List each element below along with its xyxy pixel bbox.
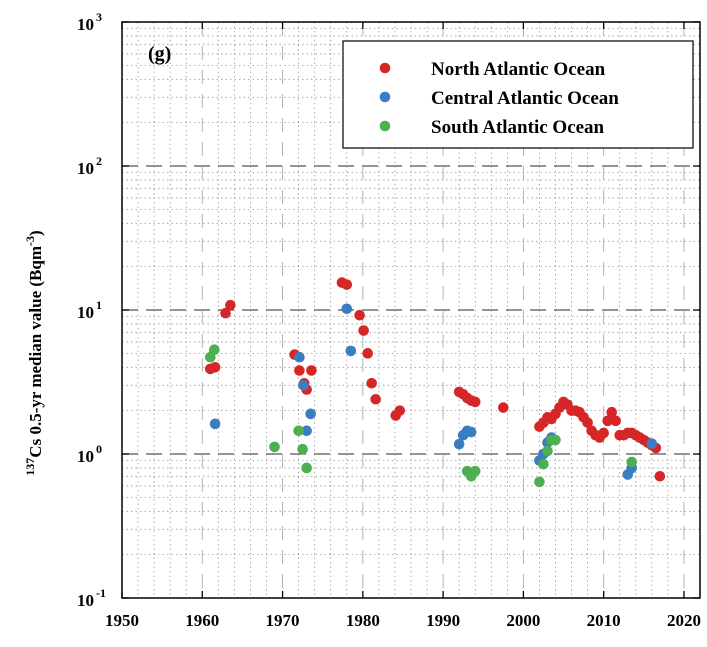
data-point-north-atlantic-ocean xyxy=(598,427,609,439)
legend-label-central-atlantic-ocean: Central Atlantic Ocean xyxy=(431,88,619,109)
data-point-central-atlantic-ocean xyxy=(301,425,312,437)
legend-label-north-atlantic-ocean: North Atlantic Ocean xyxy=(431,59,606,80)
data-point-north-atlantic-ocean xyxy=(469,396,481,408)
y-tick-label-exponent: 2 xyxy=(96,154,102,168)
y-tick-label-exponent: 1 xyxy=(96,298,102,312)
x-tick-label: 1980 xyxy=(346,611,380,630)
y-tick-label: 10 xyxy=(77,15,94,34)
x-tick-label: 2010 xyxy=(587,611,621,630)
y-tick-label: 10 xyxy=(77,447,94,466)
data-point-north-atlantic-ocean xyxy=(582,417,593,428)
legend: North Atlantic Ocean Central Atlantic Oce… xyxy=(342,40,694,149)
data-points xyxy=(205,277,666,488)
data-point-south-atlantic-ocean xyxy=(269,441,280,453)
data-point-north-atlantic-ocean xyxy=(358,325,369,336)
data-point-south-atlantic-ocean xyxy=(297,443,308,455)
data-point-central-atlantic-ocean xyxy=(453,438,465,450)
x-tick-label: 2000 xyxy=(506,611,540,630)
data-point-north-atlantic-ocean xyxy=(498,402,509,413)
data-point-north-atlantic-ocean xyxy=(654,471,666,482)
x-tick-labels: 1950 1960 1970 1980 1990 2000 2010 2020 xyxy=(105,611,701,630)
data-point-south-atlantic-ocean xyxy=(469,465,481,477)
data-point-south-atlantic-ocean xyxy=(550,434,561,446)
data-point-central-atlantic-ocean xyxy=(345,345,357,357)
data-point-south-atlantic-ocean xyxy=(538,458,549,470)
data-point-north-atlantic-ocean xyxy=(294,365,305,376)
data-point-north-atlantic-ocean xyxy=(366,377,377,389)
y-tick-label-exponent: 0 xyxy=(96,442,102,456)
x-tick-label: 1970 xyxy=(266,611,300,630)
y-axis-label: 137Cs 0.5-yr median value (Bqm-3) xyxy=(23,230,45,475)
y-tick-label-exponent: -1 xyxy=(96,586,106,600)
data-point-central-atlantic-ocean xyxy=(209,418,221,430)
x-tick-label: 1990 xyxy=(426,611,460,630)
data-point-north-atlantic-ocean xyxy=(394,405,406,416)
data-point-north-atlantic-ocean xyxy=(610,415,622,427)
data-point-north-atlantic-ocean xyxy=(354,309,365,321)
data-point-central-atlantic-ocean xyxy=(465,426,477,438)
data-point-central-atlantic-ocean xyxy=(646,438,658,449)
data-point-central-atlantic-ocean xyxy=(294,351,305,363)
legend-marker-south-atlantic-ocean xyxy=(379,120,391,132)
data-point-north-atlantic-ocean xyxy=(606,406,617,418)
y-axis-label-close: ) xyxy=(26,230,45,236)
data-point-central-atlantic-ocean xyxy=(298,379,309,391)
y-axis-label-isotope-mass: 137 xyxy=(23,458,37,476)
axis-ticks xyxy=(121,21,700,599)
legend-marker-north-atlantic-ocean xyxy=(379,62,391,74)
legend-box xyxy=(342,40,694,149)
data-point-south-atlantic-ocean xyxy=(293,425,304,437)
legend-label-south-atlantic-ocean: South Atlantic Ocean xyxy=(431,117,605,138)
data-point-north-atlantic-ocean xyxy=(341,279,353,290)
data-point-central-atlantic-ocean xyxy=(305,408,316,420)
data-point-south-atlantic-ocean xyxy=(542,445,553,457)
panel-label: (g) xyxy=(148,43,171,65)
data-point-north-atlantic-ocean xyxy=(209,362,221,373)
data-point-south-atlantic-ocean xyxy=(209,344,220,356)
data-point-north-atlantic-ocean xyxy=(225,299,236,311)
data-point-south-atlantic-ocean xyxy=(534,476,545,488)
y-tick-label: 10 xyxy=(77,159,94,178)
x-tick-label: 2020 xyxy=(667,611,701,630)
x-tick-label: 1950 xyxy=(105,611,139,630)
y-tick-label: 10 xyxy=(77,303,94,322)
data-point-south-atlantic-ocean xyxy=(301,462,312,474)
legend-marker-central-atlantic-ocean xyxy=(379,91,391,103)
y-tick-label-exponent: 3 xyxy=(96,10,102,24)
data-point-south-atlantic-ocean xyxy=(626,456,638,468)
y-axis-label-main: Cs 0.5-yr median value (Bqm xyxy=(26,246,45,458)
data-point-north-atlantic-ocean xyxy=(220,307,231,319)
y-tick-label: 10 xyxy=(77,591,94,610)
data-point-north-atlantic-ocean xyxy=(306,365,317,376)
data-point-central-atlantic-ocean xyxy=(341,303,353,315)
data-point-north-atlantic-ocean xyxy=(362,348,373,359)
x-tick-label: 1960 xyxy=(185,611,219,630)
y-axis-label-unit-exponent: -3 xyxy=(23,236,37,246)
data-point-north-atlantic-ocean xyxy=(370,393,381,405)
data-point-north-atlantic-ocean xyxy=(602,415,613,427)
